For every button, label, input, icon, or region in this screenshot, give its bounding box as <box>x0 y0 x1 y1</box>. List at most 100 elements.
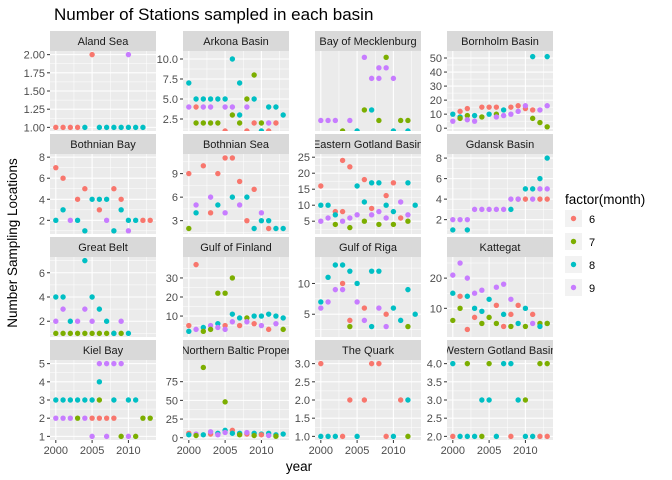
data-point <box>207 120 214 126</box>
data-point <box>383 323 389 330</box>
data-point <box>118 318 124 324</box>
y-tick-label: 25 <box>166 414 178 426</box>
data-point <box>265 311 272 317</box>
y-tick-label: 10.0 <box>157 54 178 66</box>
data-point <box>529 107 536 113</box>
data-point <box>318 433 324 440</box>
data-point <box>537 196 543 202</box>
data-point <box>450 216 456 223</box>
facet-strip <box>50 340 156 360</box>
data-point <box>125 217 132 224</box>
data-point <box>383 433 389 440</box>
y-tick-label: 10 <box>430 109 442 121</box>
data-point <box>222 399 228 405</box>
data-point <box>200 328 207 334</box>
data-point <box>368 212 375 218</box>
data-point <box>347 317 353 324</box>
data-point <box>464 275 471 281</box>
panel-gdansk-basin: Gdansk Basin 2 4 6 8 <box>436 134 553 234</box>
data-point <box>186 104 192 110</box>
x-tick-label: 2005 <box>80 445 104 457</box>
facet-label: Northern Baltic Proper <box>182 345 291 357</box>
y-tick-label: 10 <box>166 311 178 323</box>
x-tick-label: 2005 <box>213 445 237 457</box>
data-point <box>390 180 397 186</box>
data-point <box>376 180 382 186</box>
y-tick-label: 20 <box>298 168 310 180</box>
data-point <box>457 433 463 440</box>
data-point <box>347 215 353 221</box>
y-tick-label: 9 <box>172 169 178 181</box>
data-point <box>376 221 382 228</box>
data-point <box>354 280 360 287</box>
legend-marker <box>570 284 577 291</box>
data-point <box>258 120 265 126</box>
data-point <box>251 320 257 327</box>
x-axis-title: year <box>286 459 313 474</box>
data-point <box>53 217 59 224</box>
data-point <box>522 186 529 192</box>
y-axis-title: Number Sampling Locations <box>5 158 20 328</box>
data-point <box>200 104 207 110</box>
data-point <box>96 196 103 202</box>
data-point <box>236 120 243 126</box>
x-tick-label: 2010 <box>513 445 537 457</box>
x-tick-label: 2000 <box>309 445 333 457</box>
data-point <box>318 360 324 367</box>
data-point <box>265 217 272 224</box>
data-point <box>529 320 536 327</box>
data-point <box>464 117 471 123</box>
points <box>450 53 550 130</box>
y-tick-label: 3.5 <box>427 377 442 389</box>
data-point <box>89 330 95 337</box>
data-point <box>96 379 103 385</box>
panel-bornholm-basin: Bornholm Basin 0 10 20 30 40 50 <box>430 31 553 135</box>
y-tick-label: 4.0 <box>427 359 442 371</box>
data-point <box>493 114 500 120</box>
y-tick-label: 6 <box>436 174 442 186</box>
data-point <box>74 415 81 421</box>
data-point <box>207 194 214 200</box>
data-point <box>457 305 463 312</box>
data-point <box>537 119 543 126</box>
data-point <box>390 128 397 131</box>
data-point <box>361 176 368 183</box>
data-point <box>508 311 514 318</box>
data-point <box>111 330 117 337</box>
data-point <box>82 228 88 234</box>
y-tick-label: 50 <box>430 53 442 65</box>
legend-marker <box>570 261 577 268</box>
data-point <box>244 217 250 224</box>
data-point <box>486 206 492 213</box>
y-tick-label: 3.0 <box>427 395 442 407</box>
data-point <box>544 196 550 202</box>
y-tick-label: 2.0 <box>295 395 310 407</box>
data-point <box>111 124 117 131</box>
data-point <box>522 103 529 109</box>
data-point <box>89 318 95 324</box>
data-point <box>60 397 66 403</box>
panel-background <box>183 154 289 234</box>
data-point <box>354 433 360 440</box>
data-point <box>529 186 536 192</box>
data-point <box>265 120 272 126</box>
data-point <box>479 308 485 315</box>
data-point <box>544 320 550 327</box>
data-point <box>544 360 550 367</box>
data-point <box>318 117 324 124</box>
data-point <box>60 330 66 337</box>
data-point <box>397 317 404 324</box>
data-point <box>118 124 124 131</box>
data-point <box>200 432 207 438</box>
data-point <box>405 323 411 330</box>
data-point <box>103 124 110 131</box>
data-point <box>383 192 389 199</box>
data-point <box>89 196 95 202</box>
data-point <box>118 196 124 202</box>
data-point <box>464 326 471 333</box>
data-point <box>53 124 59 131</box>
data-point <box>450 111 456 117</box>
data-point <box>244 194 250 200</box>
data-point <box>339 262 346 268</box>
